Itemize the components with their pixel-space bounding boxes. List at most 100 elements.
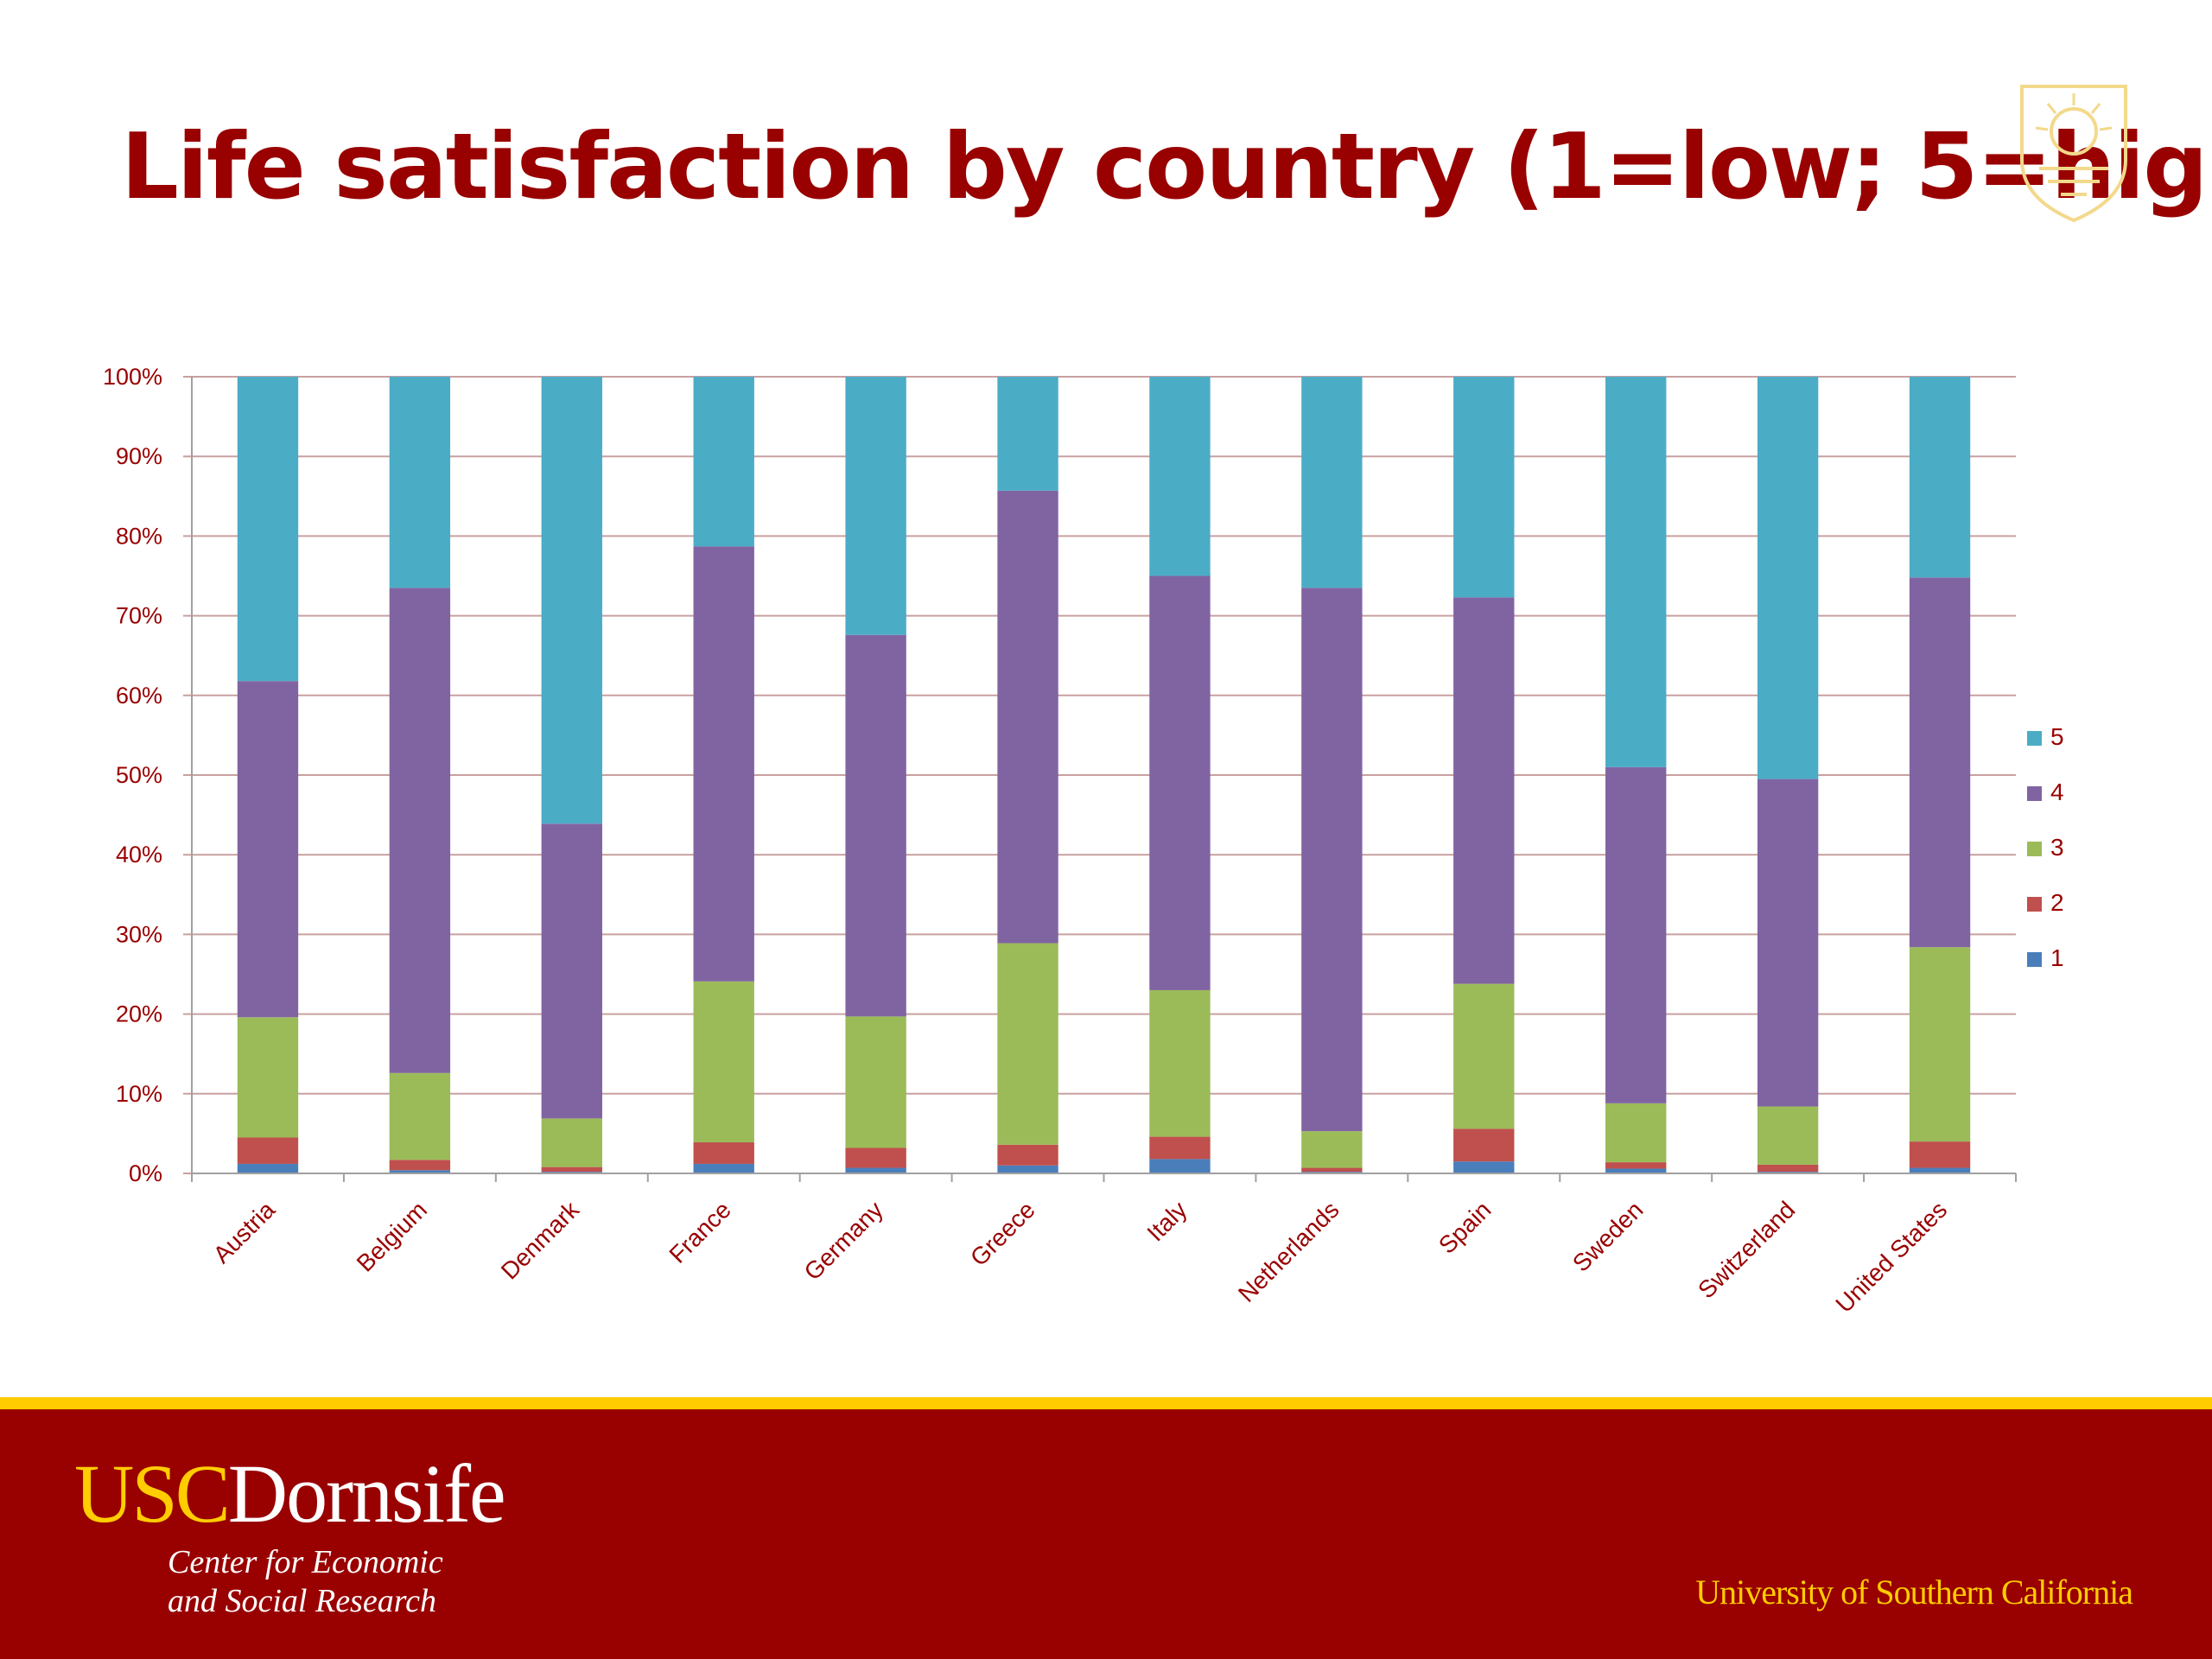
bar-segment-1 <box>997 1165 1058 1173</box>
university-name: University of Southern California <box>1695 1573 2133 1611</box>
bar-segment-2 <box>1149 1136 1211 1160</box>
legend-swatch <box>2027 786 2042 801</box>
legend: 5 4 3 2 1 <box>2027 723 2064 971</box>
bar-segment-4 <box>1301 588 1363 1132</box>
legend-label: 3 <box>2050 834 2064 861</box>
bar-segment-5 <box>237 377 299 682</box>
bar-segment-5 <box>997 377 1058 491</box>
bar-segment-4 <box>237 681 299 1018</box>
x-tick-label: France <box>664 1196 736 1268</box>
y-tick-label: 0% <box>129 1160 162 1186</box>
bar-segment-4 <box>1757 779 1819 1107</box>
bar-segment-4 <box>1453 597 1515 984</box>
bar-segment-5 <box>541 377 602 824</box>
legend-swatch <box>2027 897 2042 912</box>
x-tick-label: Greece <box>965 1196 1040 1271</box>
bar-segment-3 <box>237 1017 299 1138</box>
y-tick-label: 30% <box>116 921 162 947</box>
dornsife-logo: USCDornsife <box>74 1452 506 1535</box>
bar-segment-2 <box>1453 1128 1515 1162</box>
bar-segment-1 <box>1149 1159 1211 1173</box>
slide-title: Life satisfaction by country (1=low; 5=h… <box>121 114 2212 219</box>
bar-segment-5 <box>1301 377 1363 588</box>
legend-label: 5 <box>2050 723 2064 750</box>
bar-segment-5 <box>845 377 906 635</box>
legend-swatch <box>2027 842 2042 856</box>
stacked-bar-chart: 0% 10% 20% 30% 40% 50% 60% 70% 80% 90% 100% Austri… <box>103 364 2064 1318</box>
legend-label: 2 <box>2050 889 2064 916</box>
y-tick-label: 60% <box>116 683 162 709</box>
x-tick-label: Denmark <box>496 1196 585 1285</box>
bar-segment-1 <box>693 1163 754 1173</box>
bar-segment-5 <box>693 377 754 547</box>
bar-segment-2 <box>1909 1141 1971 1168</box>
y-tick-label: 50% <box>116 762 162 788</box>
bar-segment-3 <box>845 1016 906 1148</box>
bar-segment-2 <box>541 1166 602 1173</box>
bar-segment-1 <box>1605 1168 1667 1173</box>
footer-stripe <box>0 1397 2212 1409</box>
x-tick-labels: Austria Belgium Denmark France Germany Greece… <box>208 1196 1953 1318</box>
y-tick-label: 10% <box>116 1081 162 1107</box>
logo-usc: USC <box>74 1447 231 1540</box>
x-tick-label: Netherlands <box>1233 1196 1344 1307</box>
x-tick-label: Italy <box>1141 1196 1192 1246</box>
bar-segment-3 <box>1757 1106 1819 1165</box>
bar-segment-2 <box>997 1144 1058 1166</box>
x-tick-label: United States <box>1830 1196 1952 1318</box>
bar-segment-4 <box>1149 575 1211 990</box>
x-tick-label: Sweden <box>1567 1196 1648 1276</box>
y-tick-labels: 0% 10% 20% 30% 40% 50% 60% 70% 80% 90% 100% <box>103 364 162 1186</box>
bar-segment-2 <box>237 1137 299 1164</box>
bar-segment-4 <box>693 546 754 982</box>
bar-segment-3 <box>1301 1131 1363 1168</box>
bar-segment-5 <box>1149 377 1211 576</box>
legend-label: 1 <box>2050 944 2064 971</box>
bar-segment-2 <box>1757 1164 1819 1173</box>
bar-segment-3 <box>541 1118 602 1167</box>
bar-segment-3 <box>389 1072 451 1160</box>
bar-segment-1 <box>1453 1161 1515 1173</box>
bar-segment-2 <box>389 1160 451 1171</box>
bar-segment-3 <box>1453 983 1515 1129</box>
y-tick-label: 80% <box>116 523 162 549</box>
footer: USCDornsife Center for Economic and Soci… <box>0 1409 2212 1659</box>
bar-segment-2 <box>1605 1162 1667 1169</box>
bar-segment-3 <box>1149 989 1211 1137</box>
bar-segment-4 <box>389 588 451 1073</box>
bar-segment-4 <box>1605 766 1667 1103</box>
x-tick-label: Belgium <box>352 1196 432 1276</box>
gridlines <box>183 376 2016 1174</box>
bar-segment-5 <box>1605 377 1667 767</box>
bars <box>237 377 1971 1173</box>
x-tick-label: Spain <box>1433 1196 1497 1259</box>
bar-segment-5 <box>1757 377 1819 779</box>
axes <box>191 377 2017 1182</box>
y-tick-label: 100% <box>103 364 162 390</box>
y-tick-label: 20% <box>116 1001 162 1027</box>
bar-segment-1 <box>389 1170 451 1173</box>
y-tick-label: 70% <box>116 603 162 629</box>
bar-segment-4 <box>845 634 906 1017</box>
bar-segment-1 <box>237 1163 299 1173</box>
y-tick-label: 40% <box>116 842 162 868</box>
bar-segment-2 <box>693 1142 754 1164</box>
legend-swatch <box>2027 952 2042 967</box>
bar-segment-1 <box>845 1167 906 1173</box>
bar-segment-3 <box>693 981 754 1143</box>
y-tick-label: 90% <box>116 443 162 469</box>
bar-segment-3 <box>1605 1103 1667 1163</box>
x-tick-label: Germany <box>799 1196 888 1285</box>
legend-swatch <box>2027 731 2042 746</box>
bar-segment-3 <box>1909 947 1971 1142</box>
bar-segment-4 <box>1909 577 1971 948</box>
bar-segment-3 <box>997 943 1058 1145</box>
usc-seal-icon <box>2020 85 2127 223</box>
center-name-line-2: and Social Research <box>168 1583 436 1619</box>
bar-segment-4 <box>541 823 602 1119</box>
legend-label: 4 <box>2050 779 2064 805</box>
bar-segment-5 <box>389 377 451 588</box>
logo-dornsife: Dornsife <box>227 1447 506 1540</box>
bar-segment-1 <box>1909 1167 1971 1173</box>
bar-segment-5 <box>1909 377 1971 578</box>
